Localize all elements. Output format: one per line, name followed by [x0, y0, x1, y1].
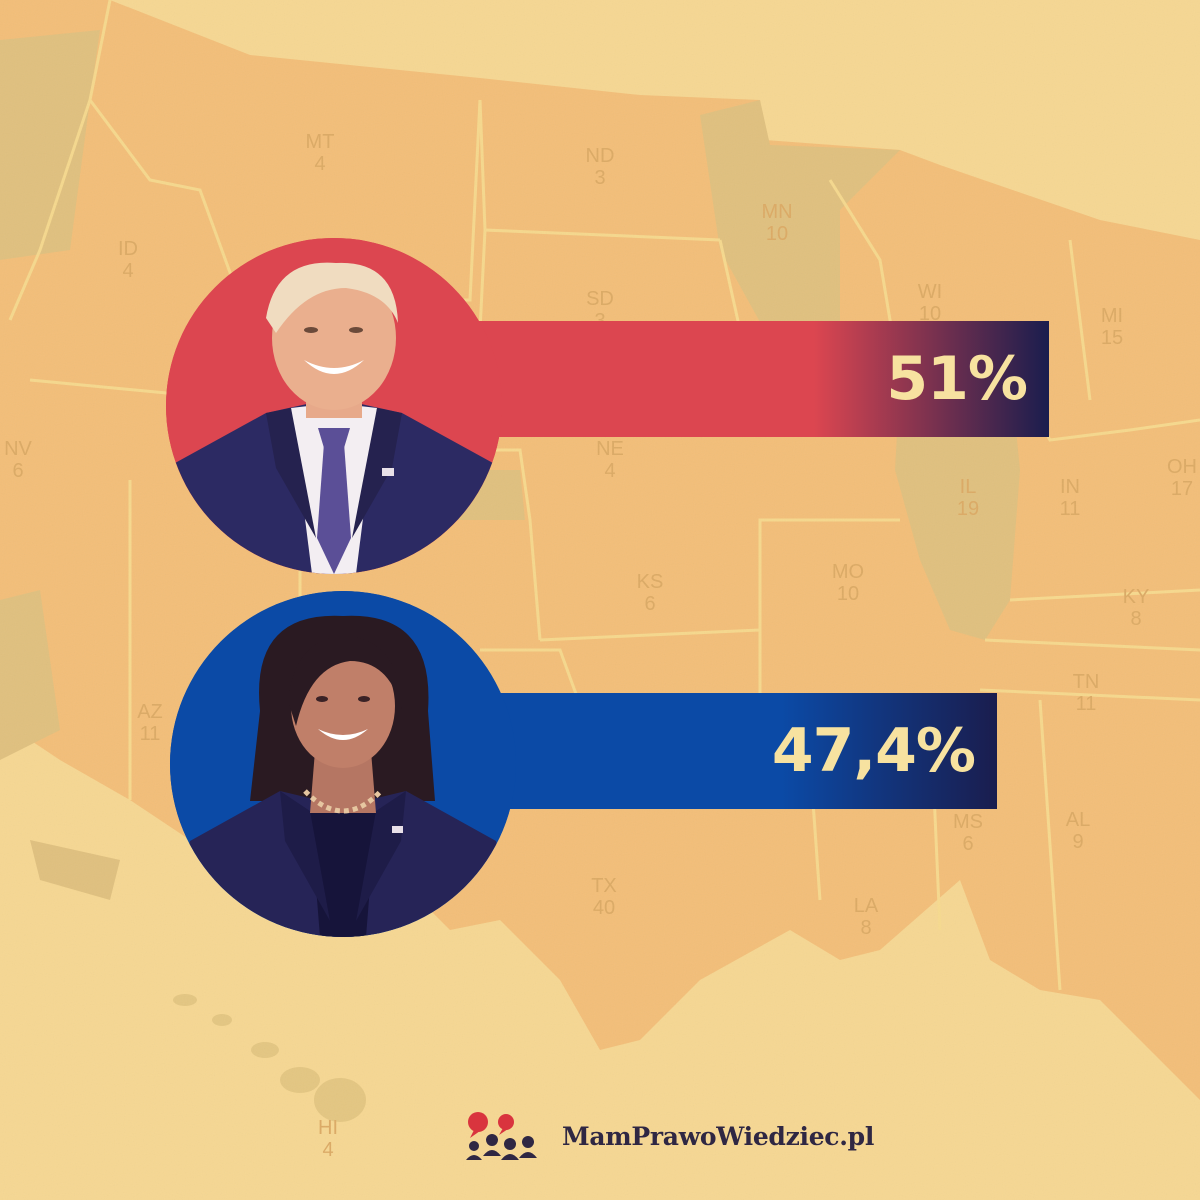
blue-candidate-portrait — [170, 591, 516, 937]
people-speech-bubbles-icon — [466, 1112, 537, 1160]
red-candidate-portrait — [166, 238, 502, 574]
bar-red-value-label: 51% — [886, 344, 1028, 414]
bar-blue: 47,4% — [430, 693, 997, 809]
brand-logo: MamPrawoWiedziec.pl — [466, 1106, 874, 1166]
brand-name: MamPrawoWiedziec.pl — [562, 1121, 875, 1151]
bar-red: 51% — [430, 321, 1049, 437]
bar-blue-value-label: 47,4% — [771, 716, 976, 786]
